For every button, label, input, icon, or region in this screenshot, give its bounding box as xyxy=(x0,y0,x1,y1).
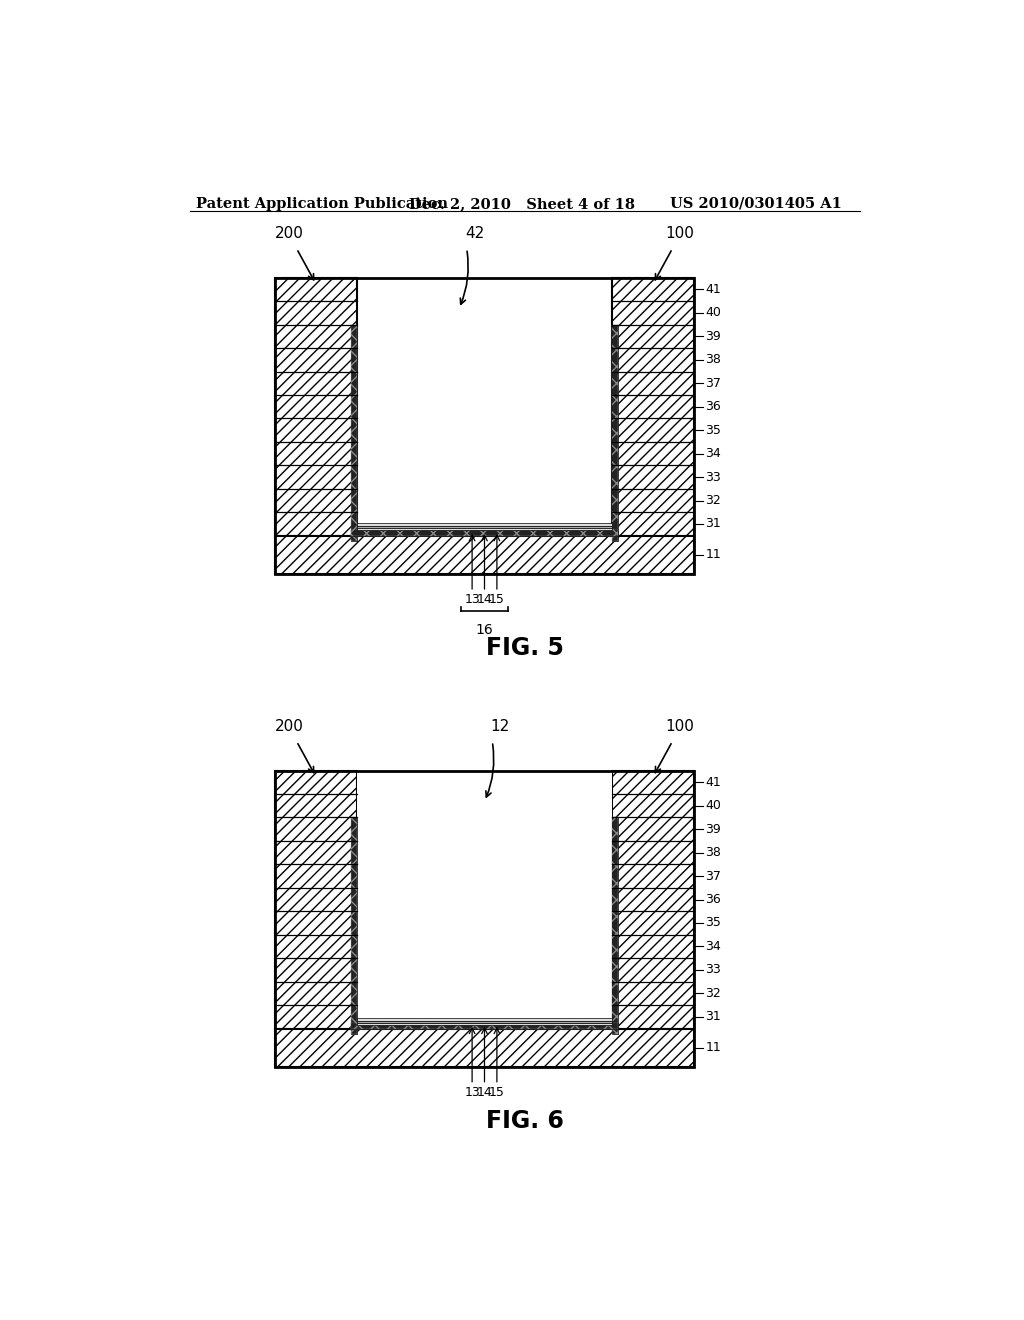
Bar xyxy=(356,525,612,528)
Text: 41: 41 xyxy=(706,776,721,789)
Text: 14: 14 xyxy=(476,594,493,606)
Text: 12: 12 xyxy=(490,718,510,734)
Text: 15: 15 xyxy=(489,594,505,606)
Text: 11: 11 xyxy=(706,1041,721,1055)
Bar xyxy=(612,277,693,536)
Text: 37: 37 xyxy=(706,870,721,883)
Text: 100: 100 xyxy=(666,226,694,240)
Bar xyxy=(275,771,356,1028)
Text: 42: 42 xyxy=(465,226,484,240)
Bar xyxy=(275,1028,693,1067)
Text: 38: 38 xyxy=(706,846,721,859)
Text: 16: 16 xyxy=(475,623,494,636)
Bar xyxy=(351,325,356,541)
Text: 200: 200 xyxy=(274,226,303,240)
Text: 34: 34 xyxy=(706,447,721,461)
Bar xyxy=(275,536,693,574)
Bar xyxy=(612,817,617,1034)
Bar xyxy=(351,817,356,1034)
Bar xyxy=(356,771,612,1023)
Bar xyxy=(275,277,693,574)
Bar xyxy=(356,528,612,531)
Bar xyxy=(351,1023,617,1028)
Text: 33: 33 xyxy=(706,470,721,483)
Bar xyxy=(351,325,356,541)
Text: 37: 37 xyxy=(706,376,721,389)
Text: 33: 33 xyxy=(706,964,721,977)
Text: 14: 14 xyxy=(476,1086,493,1100)
Text: 34: 34 xyxy=(706,940,721,953)
Text: Patent Application Publication: Patent Application Publication xyxy=(197,197,449,211)
Bar xyxy=(612,817,617,1034)
Text: 36: 36 xyxy=(706,400,721,413)
Text: 200: 200 xyxy=(274,718,303,734)
Text: 36: 36 xyxy=(706,894,721,906)
Text: 13: 13 xyxy=(464,594,480,606)
Text: 15: 15 xyxy=(489,1086,505,1100)
Text: 39: 39 xyxy=(706,822,721,836)
Bar xyxy=(275,771,693,1067)
Bar xyxy=(351,531,617,536)
Text: 31: 31 xyxy=(706,517,721,531)
Text: 35: 35 xyxy=(706,916,721,929)
Text: 13: 13 xyxy=(464,1086,480,1100)
Bar xyxy=(612,771,693,1028)
Bar xyxy=(351,531,617,536)
Text: 11: 11 xyxy=(706,548,721,561)
Bar xyxy=(351,817,356,1034)
Bar xyxy=(356,1023,612,1026)
Bar xyxy=(356,1019,612,1020)
Text: 41: 41 xyxy=(706,282,721,296)
Text: 35: 35 xyxy=(706,424,721,437)
Text: FIG. 6: FIG. 6 xyxy=(485,1109,564,1134)
Bar xyxy=(351,1023,617,1028)
Bar xyxy=(356,1020,612,1023)
Bar xyxy=(612,325,617,541)
Text: 40: 40 xyxy=(706,306,721,319)
Text: 38: 38 xyxy=(706,354,721,367)
Text: Dec. 2, 2010   Sheet 4 of 18: Dec. 2, 2010 Sheet 4 of 18 xyxy=(409,197,635,211)
Bar xyxy=(275,277,356,536)
Text: 39: 39 xyxy=(706,330,721,343)
Text: FIG. 5: FIG. 5 xyxy=(485,636,564,660)
Text: 32: 32 xyxy=(706,987,721,999)
Text: US 2010/0301405 A1: US 2010/0301405 A1 xyxy=(671,197,843,211)
Text: 100: 100 xyxy=(666,718,694,734)
Bar xyxy=(612,325,617,541)
Text: 31: 31 xyxy=(706,1010,721,1023)
Text: 32: 32 xyxy=(706,494,721,507)
Bar xyxy=(356,524,612,525)
Text: 40: 40 xyxy=(706,799,721,812)
